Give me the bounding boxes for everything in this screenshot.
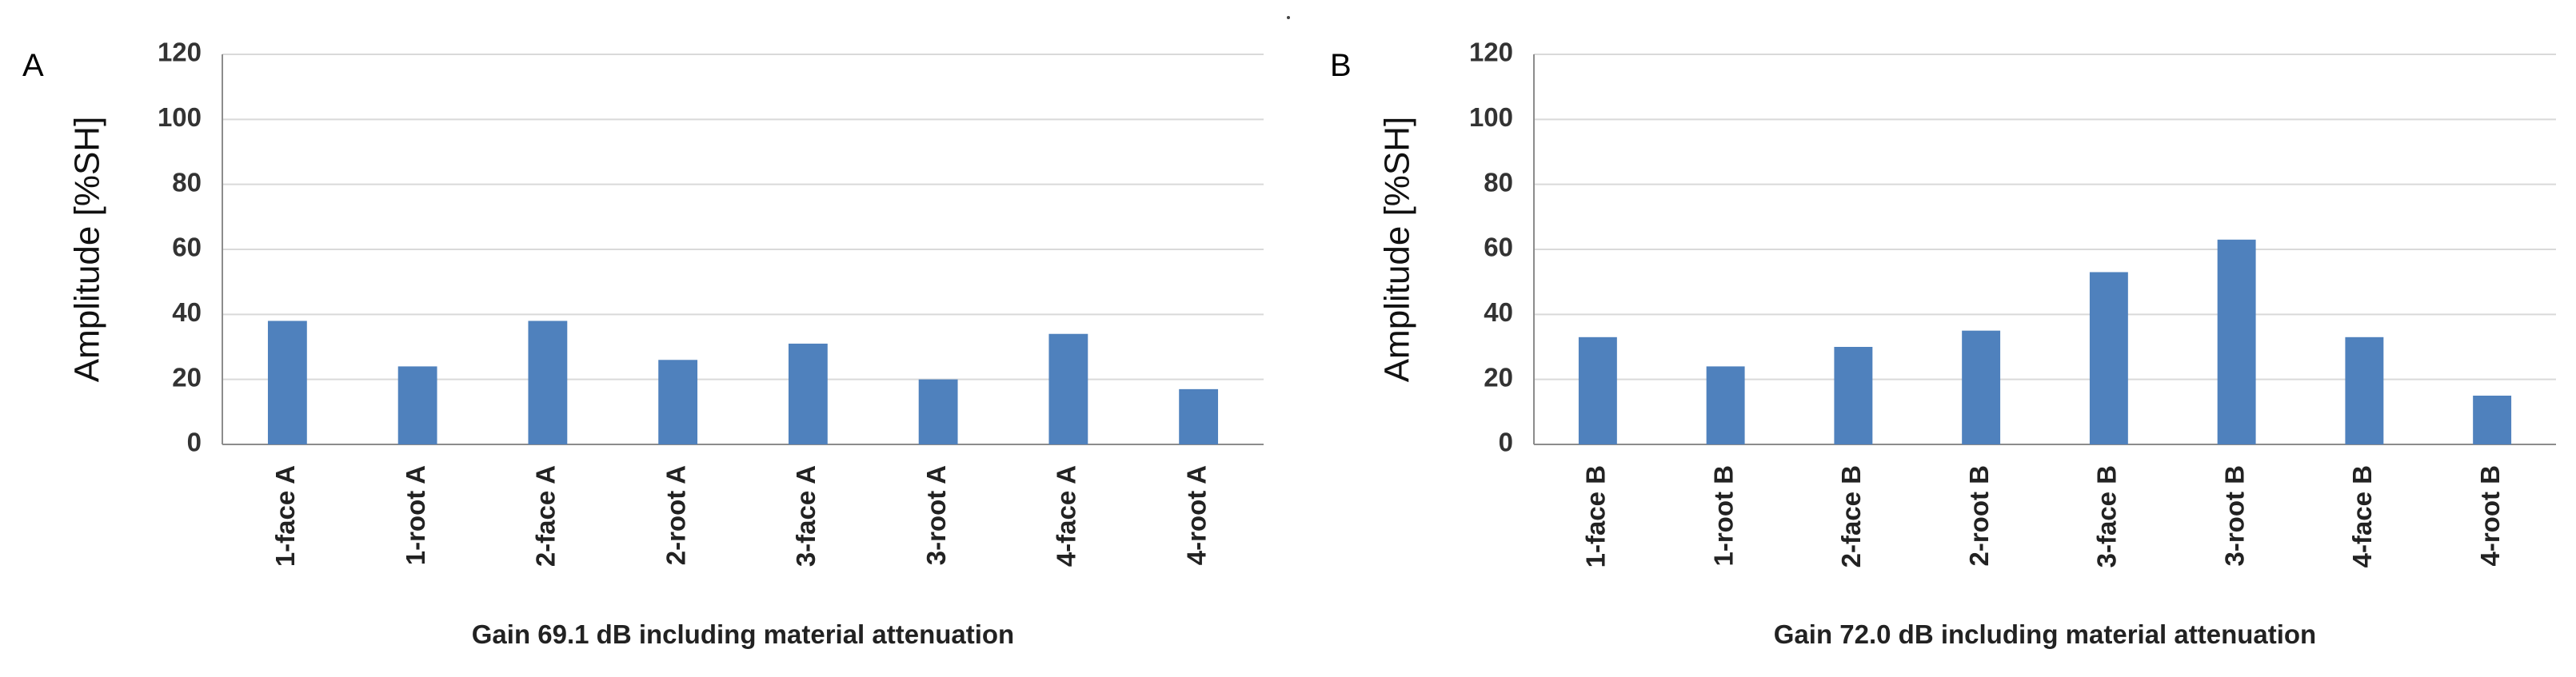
category-label-b-0: 1-face B <box>1581 465 1611 567</box>
category-label-a-1: 1-root A <box>401 465 430 565</box>
chart-panel-a: A Amplitude [%SH] Gain 69.1 dB including… <box>22 38 1264 649</box>
x-axis-title-b: Gain 72.0 dB including material attenuat… <box>1774 619 2316 649</box>
stray-dot <box>1287 16 1290 19</box>
category-label-b-7: 4-root B <box>2475 465 2505 567</box>
chart-panel-b: B Amplitude [%SH] Gain 72.0 dB including… <box>1330 38 2556 649</box>
bar-b-4 <box>2089 272 2128 444</box>
category-label-b-4: 3-face B <box>2092 465 2122 567</box>
bar-b-6 <box>2345 337 2384 444</box>
y-tick-label-b-1: 20 <box>1484 362 1513 392</box>
y-tick-label-b-4: 80 <box>1484 167 1513 197</box>
bar-a-5 <box>918 379 958 444</box>
category-label-a-0: 1-face A <box>270 465 300 567</box>
bar-b-5 <box>2217 239 2256 444</box>
category-labels-b: 1-face B 1-root B 2-face B 2-root B 3-face B… <box>1581 465 2505 567</box>
category-label-a-2: 2-face A <box>531 465 561 567</box>
bar-b-2 <box>1834 347 1873 444</box>
category-label-a-4: 3-face A <box>791 465 821 567</box>
y-tick-label-a-2: 40 <box>172 297 202 327</box>
y-tick-label-a-0: 0 <box>187 428 202 457</box>
bar-b-0 <box>1578 337 1617 444</box>
y-tick-label-a-5: 100 <box>158 102 202 132</box>
bar-a-4 <box>788 343 828 444</box>
y-axis-title-b: Amplitude [%SH] <box>1378 117 1417 383</box>
bar-b-1 <box>1706 366 1745 444</box>
axes-a <box>222 54 1264 445</box>
bar-a-2 <box>528 321 568 444</box>
bars-b <box>1578 239 2512 444</box>
category-label-b-3: 2-root B <box>1964 465 1994 567</box>
axes-b <box>1533 54 2556 445</box>
category-labels-a: 1-face A 1-root A 2-face A 2-root A 3-face A… <box>270 465 1211 567</box>
category-label-a-7: 4-root A <box>1181 465 1211 565</box>
category-label-b-6: 4-face B <box>2347 465 2377 567</box>
category-label-b-5: 3-root B <box>2219 465 2249 567</box>
bar-b-3 <box>1962 330 2001 444</box>
panel-label-b: B <box>1330 48 1352 83</box>
gridlines-b <box>1534 54 2556 380</box>
bar-a-0 <box>267 321 307 444</box>
panel-label-a: A <box>22 48 44 83</box>
bar-a-7 <box>1179 388 1219 444</box>
category-label-a-6: 4-face A <box>1052 465 1081 567</box>
category-label-b-1: 1-root B <box>1708 465 1738 567</box>
y-tick-label-b-5: 100 <box>1469 102 1513 132</box>
y-tick-labels-b: 0 20 40 60 80 100 120 <box>1469 38 1513 457</box>
y-tick-label-a-6: 120 <box>158 38 202 67</box>
x-axis-title-a: Gain 69.1 dB including material attenuat… <box>472 619 1014 649</box>
bar-b-7 <box>2473 396 2512 444</box>
gridlines-a <box>222 54 1264 380</box>
bar-a-6 <box>1048 333 1088 444</box>
y-tick-label-a-4: 80 <box>172 167 202 197</box>
y-tick-label-a-3: 60 <box>172 233 202 262</box>
y-tick-label-a-1: 20 <box>172 362 202 392</box>
y-tick-label-b-0: 0 <box>1499 428 1513 457</box>
y-tick-label-b-6: 120 <box>1469 38 1513 67</box>
y-axis-title-a: Amplitude [%SH] <box>68 117 107 383</box>
y-tick-label-b-3: 60 <box>1484 233 1513 262</box>
bar-a-3 <box>658 360 698 444</box>
bars-a <box>267 321 1219 444</box>
y-tick-label-b-2: 40 <box>1484 297 1513 327</box>
bar-a-1 <box>397 366 437 444</box>
category-label-a-5: 3-root A <box>921 465 951 565</box>
category-label-b-2: 2-face B <box>1836 465 1866 567</box>
category-label-a-3: 2-root A <box>661 465 690 565</box>
y-tick-labels-a: 0 20 40 60 80 100 120 <box>158 38 202 457</box>
